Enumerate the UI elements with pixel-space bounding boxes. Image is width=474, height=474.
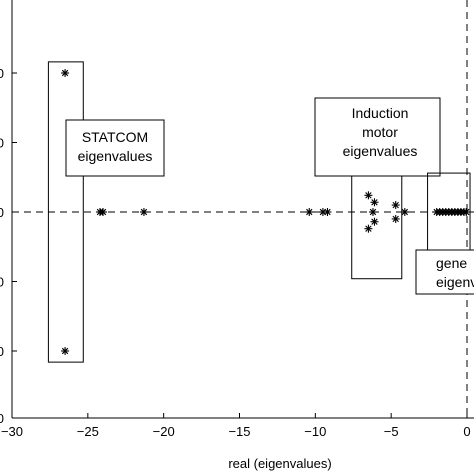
data-point <box>462 208 471 216</box>
statcom-label-line: eigenvalues <box>78 148 153 164</box>
data-point <box>370 217 379 226</box>
induction-label-box <box>314 97 441 177</box>
y-tick-label: 00 <box>0 66 4 81</box>
data-point <box>364 191 373 200</box>
ticks: −30−25−20−15−10−50000000000000 <box>0 66 471 439</box>
statcom-label-line: STATCOM <box>82 129 148 145</box>
data-point <box>391 201 400 210</box>
x-tick-label: −15 <box>228 424 250 439</box>
y-tick-label: 00 <box>0 275 4 290</box>
x-tick-label: −10 <box>304 424 326 439</box>
asterisk-stroke <box>61 69 69 77</box>
asterisk-stroke <box>371 218 378 225</box>
data-point <box>99 208 107 216</box>
reference-lines <box>12 0 474 418</box>
x-tick-label: −5 <box>384 424 399 439</box>
x-tick-label: −20 <box>153 424 175 439</box>
asterisk-stroke <box>369 208 377 216</box>
asterisk-stroke <box>392 201 399 209</box>
asterisk-stroke <box>140 208 148 216</box>
asterisk-stroke <box>324 208 331 216</box>
asterisk-stroke <box>319 208 327 216</box>
y-tick-label: 00 <box>0 205 4 220</box>
x-tick-label: 0 <box>463 424 470 439</box>
generator-enclosing-box <box>427 172 471 263</box>
asterisk-stroke <box>365 225 372 232</box>
asterisk-stroke <box>371 199 378 206</box>
generator-label-line: eigenv <box>436 274 474 290</box>
generator-label-line: gene <box>436 255 467 271</box>
y-tick-label: 00 <box>0 344 4 359</box>
asterisk-stroke <box>306 208 313 216</box>
axes <box>11 0 474 419</box>
generator-label-box <box>415 249 474 295</box>
asterisk-stroke <box>365 192 372 199</box>
data-point <box>364 224 373 233</box>
asterisk-stroke <box>463 208 470 216</box>
data-point <box>61 69 70 77</box>
induction-label-line: eigenvalues <box>343 143 418 159</box>
data-point <box>305 208 314 216</box>
data-point <box>391 214 400 223</box>
induction-label-line: motor <box>362 124 398 140</box>
statcom-label-box <box>65 119 165 177</box>
data-point <box>370 198 379 207</box>
x-tick-label: −25 <box>77 424 99 439</box>
data-point <box>139 208 148 216</box>
asterisk-stroke <box>392 215 399 223</box>
data-marks <box>61 69 471 355</box>
asterisk-stroke <box>401 208 409 216</box>
y-tick-label: 00 <box>0 136 4 151</box>
data-point <box>61 347 70 355</box>
y-tick-label: 00 <box>0 411 4 426</box>
x-axis-label: real (eigenvalues) <box>228 456 331 471</box>
asterisk-stroke <box>99 208 107 216</box>
induction-label-line: Induction <box>352 105 409 121</box>
annotations: STATCOM eigenvalues Induction motor eigenval… <box>47 61 474 363</box>
data-point <box>323 208 332 216</box>
data-point <box>368 208 377 216</box>
data-point <box>400 208 409 216</box>
x-tick-label: −30 <box>1 424 23 439</box>
asterisk-stroke <box>61 347 69 355</box>
statcom-enclosing-box <box>47 61 84 363</box>
